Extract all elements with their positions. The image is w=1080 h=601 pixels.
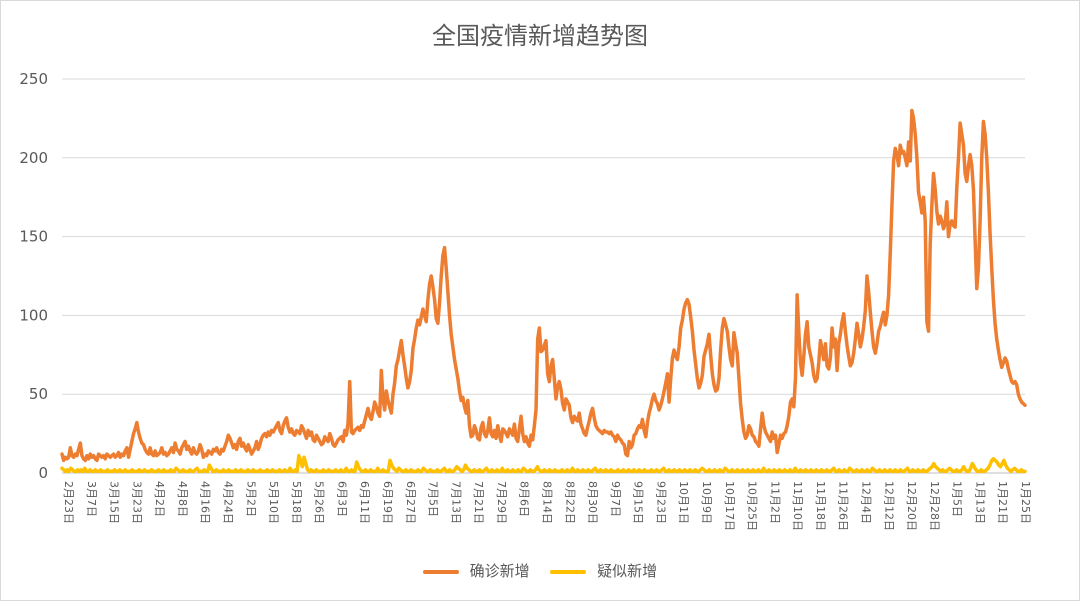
x-tick-label: 4月16日 [199, 481, 212, 524]
x-tick-label: 6月3日 [335, 481, 348, 517]
x-tick-label: 9月23日 [654, 481, 667, 524]
x-tick-label: 4月2日 [153, 481, 166, 517]
series-line-confirmed[interactable] [60, 108, 1027, 463]
x-tick-label: 7月21日 [472, 481, 485, 524]
x-tick-label: 4月24日 [222, 481, 235, 524]
y-tick-label: 250 [19, 70, 48, 88]
chart-title: 全国疫情新增趋势图 [432, 22, 648, 50]
x-tick-label: 11月10日 [791, 481, 804, 531]
x-tick-label: 8月30日 [586, 481, 599, 524]
x-tick-label: 3月15日 [108, 481, 121, 524]
x-tick-label: 8月14日 [541, 481, 554, 524]
series-lines [60, 108, 1027, 474]
legend-item-confirmed[interactable]: 确诊新增 [422, 560, 530, 581]
x-tick-label: 12月20日 [905, 481, 918, 531]
x-tick-label: 12月28日 [928, 481, 941, 531]
x-tick-label: 1月25日 [1019, 481, 1032, 524]
gridlines [62, 78, 1025, 474]
y-tick-label: 0 [38, 464, 48, 482]
x-tick-label: 1月13日 [973, 481, 986, 524]
x-tick-label: 5月2日 [244, 481, 257, 517]
x-tick-label: 5月18日 [290, 481, 303, 524]
legend: 确诊新增 疑似新增 [0, 560, 1080, 581]
x-tick-label: 3月23日 [130, 481, 143, 524]
x-tick-label: 10月25日 [746, 481, 759, 531]
x-tick-label: 10月17日 [723, 481, 736, 531]
y-tick-label: 50 [29, 385, 48, 403]
y-axis: 0 50 100 150 200 250 [19, 70, 48, 482]
x-axis: 2月23日 3月7日 3月15日 3月23日 4月2日 4月8日 4月16日 4月24日 5月2… [62, 481, 1032, 531]
x-tick-label: 12月4日 [860, 481, 873, 524]
x-tick-label: 8月22日 [563, 481, 576, 524]
x-tick-label: 10月1日 [677, 481, 690, 524]
x-tick-label: 7月29日 [495, 481, 508, 524]
y-tick-label: 100 [19, 306, 48, 324]
x-tick-label: 1月21日 [996, 481, 1009, 524]
x-tick-label: 6月11日 [358, 481, 371, 524]
x-tick-label: 5月26日 [313, 481, 326, 524]
legend-swatch-confirmed [422, 569, 459, 574]
x-tick-label: 9月15日 [632, 481, 645, 524]
x-tick-label: 11月26日 [837, 481, 850, 531]
x-tick-label: 6月27日 [404, 481, 417, 524]
x-tick-label: 6月19日 [381, 481, 394, 524]
x-tick-label: 7月13日 [449, 481, 462, 524]
y-tick-label: 150 [19, 228, 48, 246]
legend-item-suspected[interactable]: 疑似新增 [550, 560, 657, 581]
x-tick-label: 9月7日 [609, 481, 622, 517]
legend-swatch-suspected [550, 569, 587, 574]
x-tick-label: 11月2日 [768, 481, 781, 524]
x-tick-label: 12月12日 [882, 481, 895, 531]
x-tick-label: 2月23日 [62, 481, 75, 524]
y-tick-label: 200 [19, 149, 48, 167]
legend-label-suspected: 疑似新增 [597, 562, 658, 580]
x-tick-label: 1月5日 [951, 481, 964, 517]
series-line-suspected[interactable] [60, 453, 1027, 474]
legend-label-confirmed: 确诊新增 [469, 562, 530, 580]
x-tick-label: 4月8日 [176, 481, 189, 517]
x-tick-label: 5月10日 [267, 481, 280, 524]
x-tick-label: 10月9日 [700, 481, 713, 524]
x-tick-label: 11月18日 [814, 481, 827, 531]
x-tick-label: 8月6日 [518, 481, 531, 517]
x-tick-label: 3月7日 [85, 481, 98, 517]
x-tick-label: 7月5日 [427, 481, 440, 517]
